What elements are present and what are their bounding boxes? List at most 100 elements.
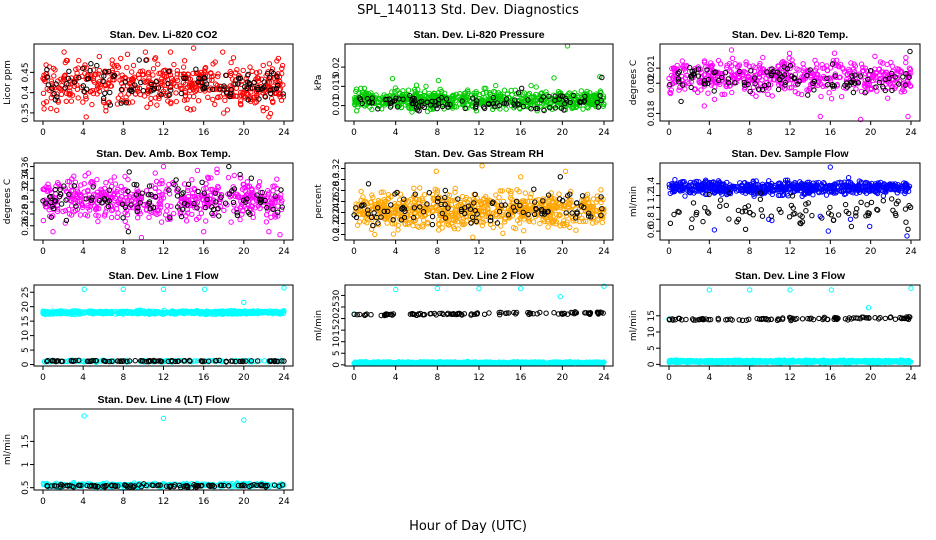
data-point xyxy=(227,93,233,100)
data-point xyxy=(184,97,190,103)
data-point xyxy=(85,170,92,176)
data-point xyxy=(417,185,423,191)
data-point xyxy=(132,91,139,97)
data-point xyxy=(240,208,246,214)
data-point xyxy=(268,200,274,206)
data-point xyxy=(528,82,534,89)
data-point xyxy=(580,106,586,112)
data-point xyxy=(583,98,590,104)
data-point xyxy=(504,91,511,97)
data-point xyxy=(786,55,792,61)
data-point xyxy=(678,98,684,105)
data-point xyxy=(827,164,833,170)
data-point xyxy=(768,213,774,219)
data-point xyxy=(474,98,480,104)
data-point xyxy=(743,61,749,68)
data-point xyxy=(888,70,895,77)
data-point xyxy=(758,207,764,213)
data-point xyxy=(212,59,218,65)
data-point xyxy=(110,74,117,80)
data-point xyxy=(565,193,571,199)
data-point xyxy=(538,93,544,100)
data-point xyxy=(517,202,523,209)
data-point xyxy=(130,62,137,69)
data-point xyxy=(420,209,427,215)
data-point xyxy=(375,197,382,204)
x-tick-label: 0 xyxy=(351,247,357,257)
data-point xyxy=(146,183,153,189)
data-point xyxy=(381,208,387,215)
data-point xyxy=(557,223,563,229)
data-point xyxy=(194,167,201,174)
data-point xyxy=(166,187,172,193)
data-point xyxy=(902,206,909,212)
data-point xyxy=(376,214,382,221)
data-point xyxy=(569,215,576,222)
data-point xyxy=(405,87,412,93)
data-point xyxy=(87,88,94,95)
data-point xyxy=(144,104,150,110)
data-point xyxy=(58,201,65,207)
data-point xyxy=(764,69,770,75)
data-point xyxy=(153,178,160,185)
data-point xyxy=(125,229,132,235)
data-point xyxy=(234,206,240,213)
data-point xyxy=(96,67,103,74)
data-point xyxy=(470,234,476,241)
data-point xyxy=(389,98,395,105)
data-point xyxy=(585,105,591,111)
data-point xyxy=(831,50,838,56)
y-tick-label: 1 xyxy=(647,205,657,211)
data-point xyxy=(557,212,563,218)
data-point xyxy=(880,60,886,66)
data-point xyxy=(590,208,596,214)
data-point xyxy=(146,200,152,207)
data-point xyxy=(698,87,704,93)
data-point xyxy=(498,223,504,229)
data-point xyxy=(428,205,434,211)
data-point xyxy=(496,208,503,215)
data-point xyxy=(727,68,733,74)
data-point xyxy=(122,173,128,180)
data-point xyxy=(189,211,195,218)
data-point xyxy=(115,210,121,216)
data-point xyxy=(158,92,164,98)
data-point xyxy=(775,86,782,93)
data-point xyxy=(860,67,866,74)
data-point xyxy=(406,219,412,226)
data-point xyxy=(472,208,478,214)
data-point xyxy=(458,208,465,215)
data-point xyxy=(228,219,234,225)
data-point xyxy=(531,186,537,192)
data-point xyxy=(73,203,79,209)
data-point xyxy=(52,67,58,73)
y-axis-label: kPa xyxy=(314,75,324,91)
data-point xyxy=(791,75,797,81)
data-point xyxy=(757,196,764,203)
data-point xyxy=(442,194,448,201)
data-point xyxy=(279,204,285,210)
data-point xyxy=(208,70,214,76)
data-point xyxy=(96,198,103,204)
data-point xyxy=(461,98,467,104)
data-point xyxy=(202,204,209,211)
data-point xyxy=(700,218,706,225)
data-point xyxy=(813,71,820,77)
data-point xyxy=(787,65,793,72)
data-point xyxy=(426,90,432,97)
x-tick-label: 0 xyxy=(666,247,672,257)
data-point xyxy=(48,78,55,84)
x-tick-label: 12 xyxy=(158,247,169,257)
data-point xyxy=(827,204,833,211)
data-point xyxy=(43,99,50,105)
data-point xyxy=(782,82,788,88)
data-point xyxy=(905,226,911,233)
data-point xyxy=(235,81,241,87)
data-point xyxy=(48,214,54,220)
data-point xyxy=(64,196,71,202)
data-point xyxy=(504,96,510,102)
data-point xyxy=(43,184,49,190)
data-point xyxy=(374,214,380,221)
data-point xyxy=(526,218,532,225)
data-point xyxy=(152,194,159,200)
